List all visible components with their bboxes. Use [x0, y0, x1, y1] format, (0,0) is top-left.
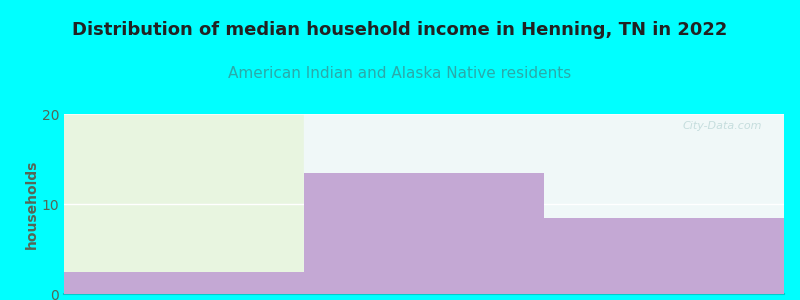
Text: Distribution of median household income in Henning, TN in 2022: Distribution of median household income … [72, 21, 728, 39]
Y-axis label: households: households [25, 159, 38, 249]
Bar [304, 114, 544, 294]
Text: American Indian and Alaska Native residents: American Indian and Alaska Native reside… [228, 66, 572, 81]
Bar [544, 218, 784, 294]
Bar [544, 114, 784, 294]
Bar [304, 172, 544, 294]
Text: City-Data.com: City-Data.com [683, 121, 762, 131]
Bar [64, 272, 304, 294]
Bar [64, 114, 304, 294]
